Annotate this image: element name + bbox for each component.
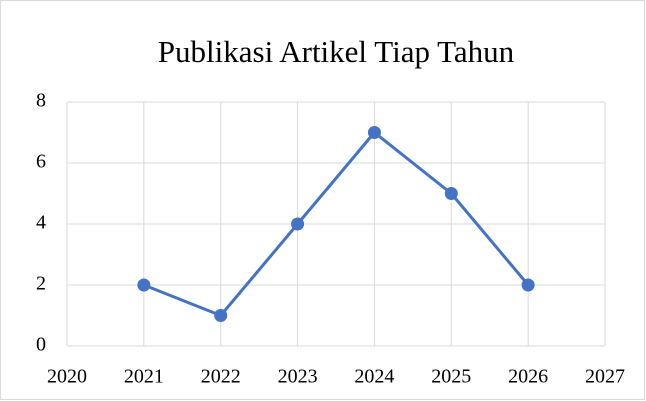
x-tick-label: 2022 xyxy=(201,366,241,388)
y-tick-label: 2 xyxy=(36,273,46,295)
x-tick-label: 2021 xyxy=(124,366,164,388)
data-point xyxy=(137,278,151,292)
x-tick-label: 2026 xyxy=(508,366,548,388)
data-point xyxy=(444,187,458,200)
data-point xyxy=(214,309,228,322)
x-tick-label: 2024 xyxy=(354,366,394,388)
chart-title: Publikasi Artikel Tiap Tahun xyxy=(158,34,515,69)
y-tick-label: 4 xyxy=(36,212,46,234)
data-point xyxy=(291,217,305,231)
data-line xyxy=(143,131,530,317)
data-point xyxy=(521,278,535,292)
y-tick-label: 6 xyxy=(36,151,46,173)
y-tick-label: 0 xyxy=(36,334,46,356)
data-point xyxy=(367,126,381,139)
x-tick-label: 2020 xyxy=(47,366,87,388)
x-tick-label: 2025 xyxy=(431,366,471,388)
x-tick-label: 2027 xyxy=(585,366,625,388)
y-tick-label: 8 xyxy=(36,90,46,112)
x-tick-label: 2023 xyxy=(278,366,318,388)
